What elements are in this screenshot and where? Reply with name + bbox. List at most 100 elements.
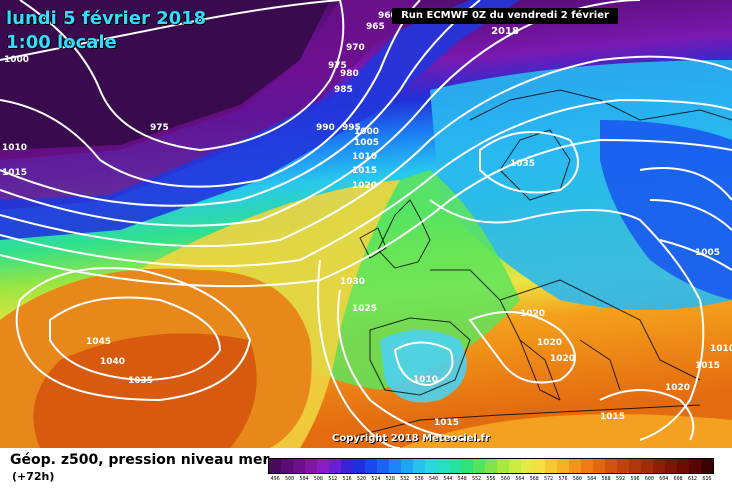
isobar-label-1015-se: 1015 (600, 412, 625, 422)
legend-swatch (629, 459, 641, 473)
legend-tick-label: 496 (270, 476, 280, 482)
forecast-time: 1:00 locale (6, 32, 117, 53)
forecast-date: lundi 5 février 2018 (6, 8, 207, 29)
legend-swatch (497, 459, 509, 473)
legend-tick-label: 528 (385, 476, 395, 482)
legend-swatch (557, 459, 569, 473)
isobar-label-1010-west: 1010 (2, 143, 27, 153)
isobar-label-995: 995 (342, 123, 361, 133)
legend-swatch (701, 459, 713, 473)
legend-tick-label: 520 (357, 476, 367, 482)
legend-swatch (617, 459, 629, 473)
color-legend-ticks: 496 500 504 508 512 516 520 524 528 532 536 540 544 5… (268, 474, 714, 484)
legend-swatch (377, 459, 389, 473)
legend-tick-label: 540 (428, 476, 438, 482)
legend-tick-label: 500 (285, 476, 295, 482)
legend-swatch (329, 459, 341, 473)
lead-time: (+72h) (12, 470, 55, 483)
legend-swatch (665, 459, 677, 473)
isobar-label-1020-b: 1020 (537, 338, 562, 348)
isobar-label-985: 985 (334, 85, 353, 95)
legend-swatch (569, 459, 581, 473)
legend-tick-label: 536 (414, 476, 424, 482)
legend-swatch (677, 459, 689, 473)
legend-tick-label: 608 (673, 476, 683, 482)
legend-swatch (545, 459, 557, 473)
legend-swatch (269, 459, 281, 473)
legend-swatch (461, 459, 473, 473)
legend-swatch (473, 459, 485, 473)
isobar-label-980: 980 (340, 69, 359, 79)
legend-tick-label: 612 (688, 476, 698, 482)
legend-tick-label: 556 (486, 476, 496, 482)
legend-tick-label: 544 (443, 476, 453, 482)
legend-swatch (317, 459, 329, 473)
isobar-label-1010: 1010 (352, 152, 377, 162)
legend-tick-label: 560 (500, 476, 510, 482)
legend-swatch (389, 459, 401, 473)
legend-tick-label: 516 (342, 476, 352, 482)
legend-swatch (341, 459, 353, 473)
legend-swatch (485, 459, 497, 473)
legend-swatch (653, 459, 665, 473)
legend-tick-label: 552 (472, 476, 482, 482)
isobar-label-1020-c: 1020 (550, 354, 575, 364)
legend-tick-label: 524 (371, 476, 381, 482)
isobar-label-970: 970 (346, 43, 365, 53)
legend-swatch (425, 459, 437, 473)
legend-tick-label: 604 (659, 476, 669, 482)
isobar-label-965: 965 (366, 22, 385, 32)
isobar-label-1020-a: 1020 (520, 309, 545, 319)
legend-swatch (281, 459, 293, 473)
legend-tick-label: 616 (702, 476, 712, 482)
legend-swatch (593, 459, 605, 473)
isobar-label-1015: 1015 (352, 166, 377, 176)
legend-tick-label: 568 (529, 476, 539, 482)
legend-tick-label: 592 (616, 476, 626, 482)
legend-swatch (605, 459, 617, 473)
legend-tick-label: 508 (313, 476, 323, 482)
color-legend-bar (268, 458, 714, 474)
legend-tick-label: 532 (400, 476, 410, 482)
isobar-label-1045: 1045 (86, 337, 111, 347)
legend-swatch (305, 459, 317, 473)
legend-swatch (449, 459, 461, 473)
pressure-map: 960 965 970 975 980 985 975 990 995 1000… (0, 0, 732, 448)
legend-swatch (533, 459, 545, 473)
legend-swatch (641, 459, 653, 473)
legend-tick-label: 580 (572, 476, 582, 482)
isobar-label-1015-west: 1015 (2, 168, 27, 178)
isobar-label-960: 960 (378, 11, 397, 21)
isobar-label-1040: 1040 (100, 357, 125, 367)
legend-swatch (581, 459, 593, 473)
legend-swatch (293, 459, 305, 473)
run-label: Run ECMWF 0Z du vendredi 2 février 2018 (392, 8, 618, 37)
legend-tick-label: 596 (630, 476, 640, 482)
legend-swatch (401, 459, 413, 473)
legend-tick-label: 504 (299, 476, 309, 482)
isobar-label-1000: 1000 (354, 127, 379, 137)
isobar-label-1020: 1020 (352, 181, 377, 191)
isobar-label-1030: 1030 (340, 277, 365, 287)
legend-swatch (365, 459, 377, 473)
isobar-label-1025: 1025 (352, 304, 377, 314)
isobar-label-1020-east: 1020 (665, 383, 690, 393)
isobar-label-975: 975 (328, 61, 347, 71)
legend-swatch (509, 459, 521, 473)
isobar-label-990: 990 (316, 123, 335, 133)
legend-tick-label: 512 (328, 476, 338, 482)
legend-swatch (521, 459, 533, 473)
isobar-label-975b: 975 (150, 123, 169, 133)
legend-tick-label: 564 (515, 476, 525, 482)
legend-tick-label: 548 (457, 476, 467, 482)
legend-swatch (689, 459, 701, 473)
isobar-label-1005-east: 1005 (695, 248, 720, 258)
isobar-label-1005: 1005 (354, 138, 379, 148)
isobar-label-1015-south: 1015 (434, 418, 459, 428)
legend-swatch (353, 459, 365, 473)
isobar-label-1010-east: 1010 (710, 344, 732, 354)
isobar-label-1000-west: 1000 (4, 55, 29, 65)
isobar-label-1035-west: 1035 (128, 376, 153, 386)
copyright-label: Copyright 2018 Meteociel.fr (332, 433, 490, 444)
legend-swatch (413, 459, 425, 473)
